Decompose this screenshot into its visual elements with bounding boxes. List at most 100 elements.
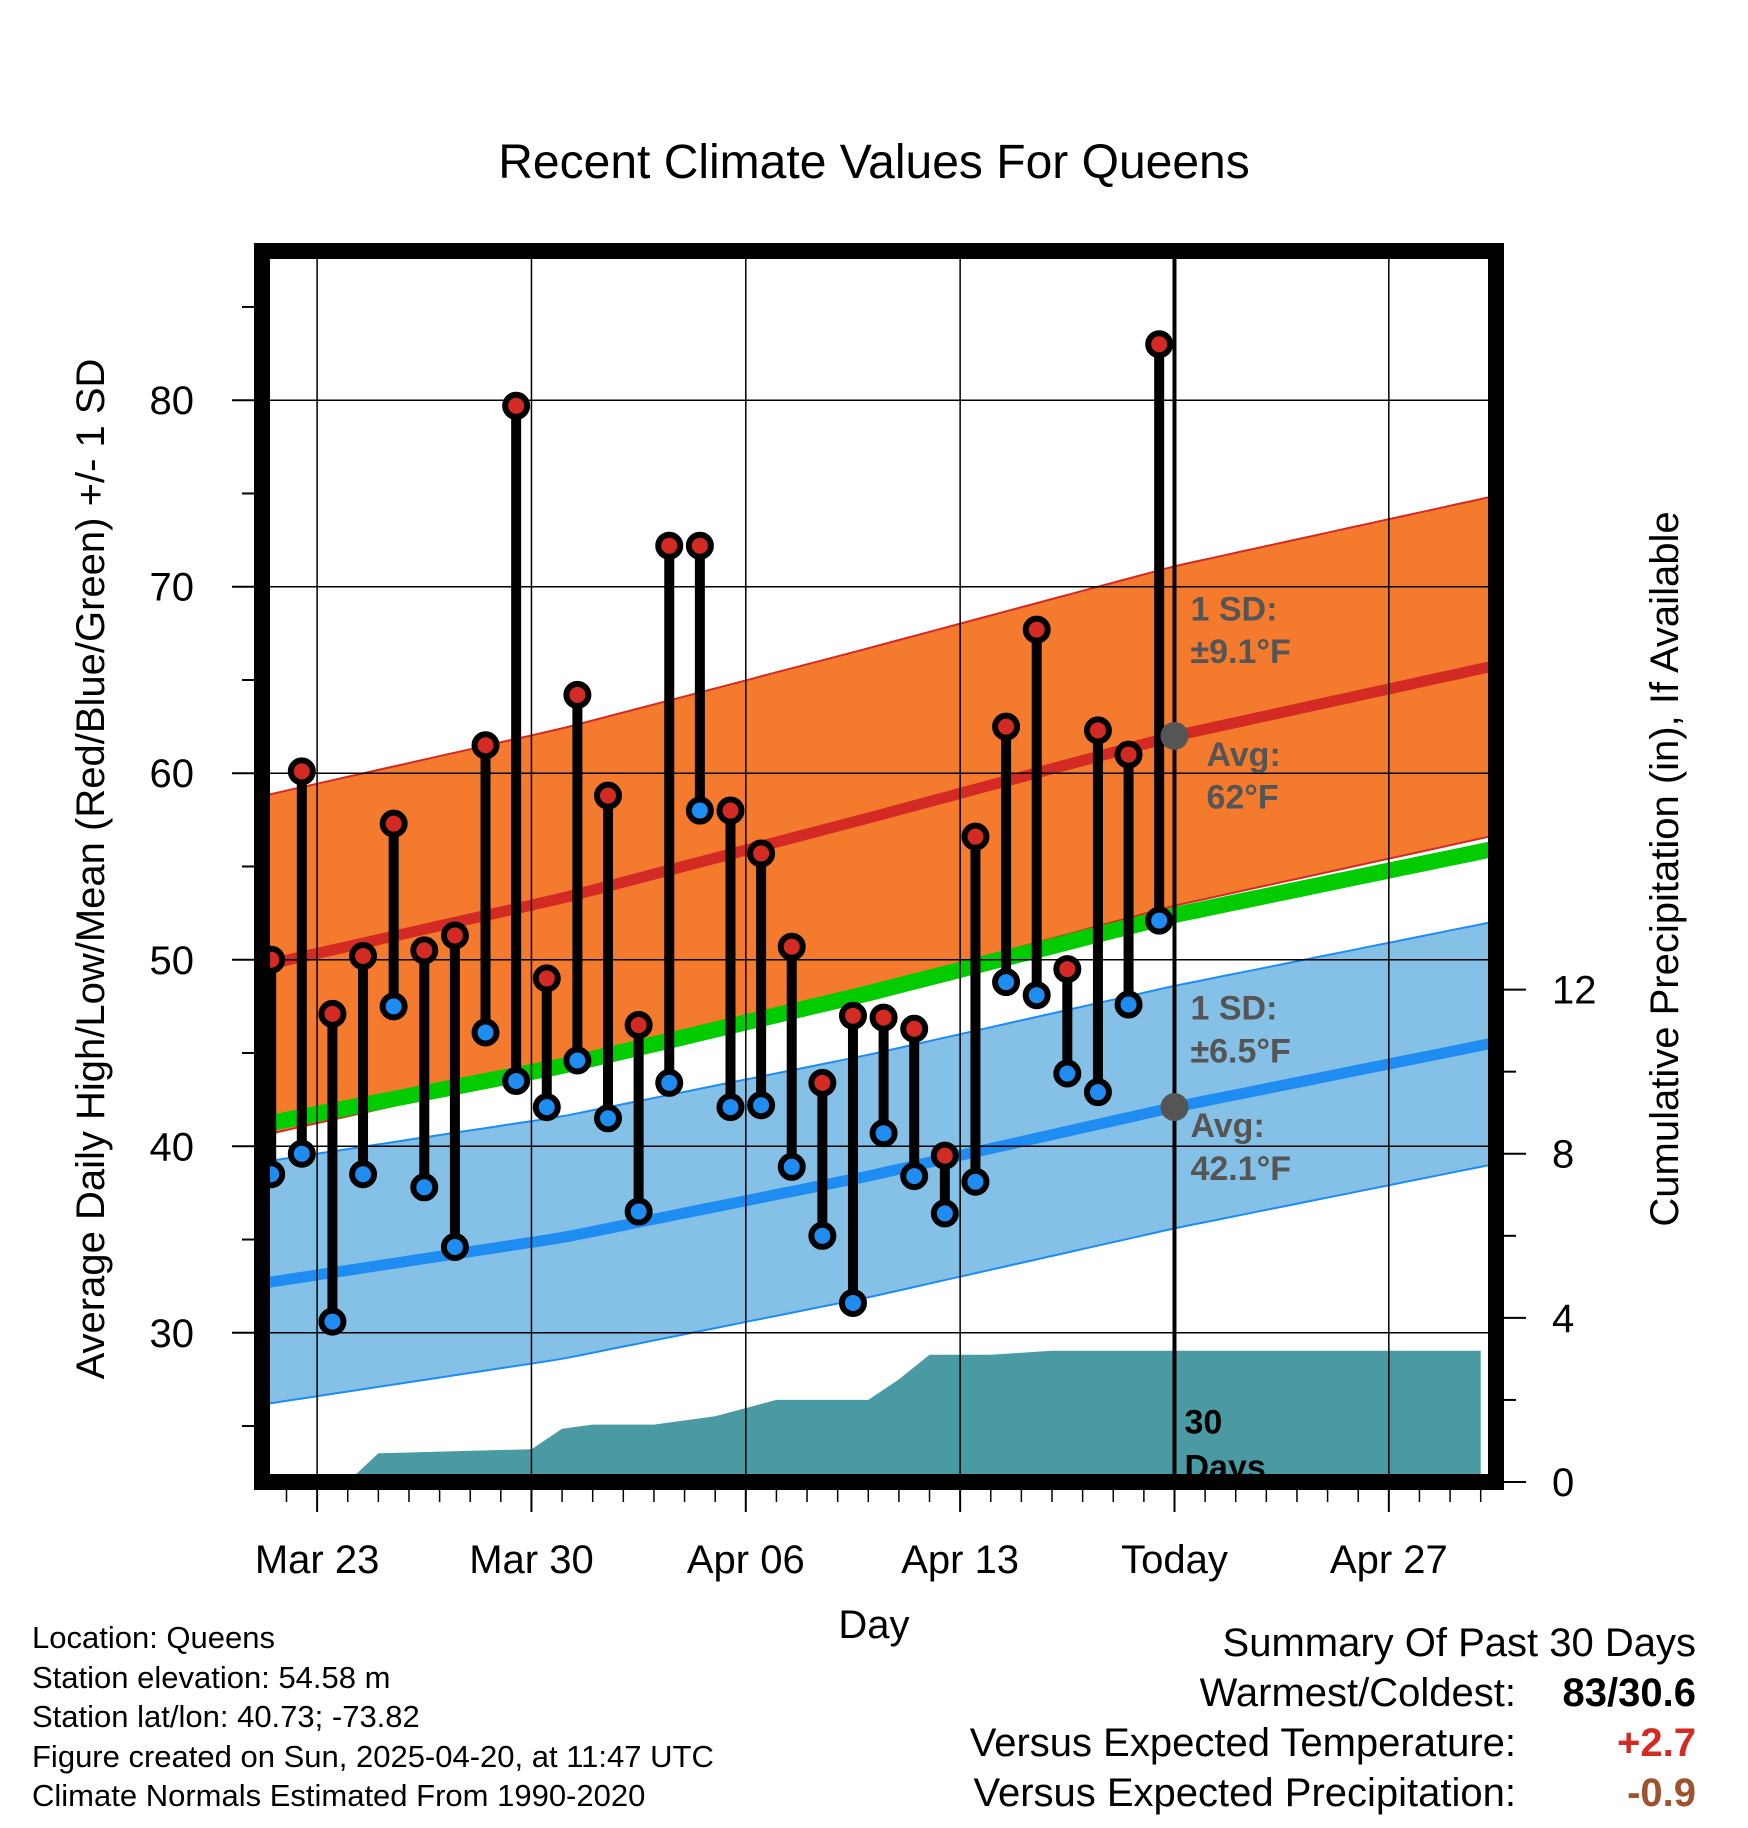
y2-tick-label: 0	[1552, 1461, 1574, 1505]
mean-normal-line	[262, 840, 1496, 1133]
daily-high-point	[655, 531, 684, 560]
y-tick-label: 70	[150, 566, 195, 610]
daily-low-point	[410, 1173, 439, 1202]
low-sd-value: ±6.5°F	[1190, 1032, 1290, 1070]
y-axis-label: Average Daily High/Low/Mean (Red/Blue/Gr…	[69, 359, 113, 1380]
daily-low-point	[349, 1160, 378, 1189]
daily-low-point	[287, 1139, 316, 1168]
x-tick-label: Mar 30	[469, 1538, 594, 1582]
station-info: Location: Queens Station elevation: 54.5…	[32, 1618, 714, 1816]
warmest-value: 83/30.6	[1562, 1671, 1696, 1715]
daily-low-point	[1022, 981, 1051, 1010]
daily-high-point	[563, 680, 592, 709]
daily-low-point	[685, 796, 714, 825]
daily-low-point	[808, 1221, 837, 1250]
daily-low-point	[532, 1093, 561, 1122]
daily-high-point	[1022, 615, 1051, 644]
high-sd-label: 1 SD:	[1190, 590, 1277, 628]
daily-high-point	[869, 1003, 898, 1032]
daily-low-point	[563, 1046, 592, 1075]
x-axis-label: Day	[838, 1603, 909, 1647]
daily-high-point	[318, 999, 347, 1028]
summary-warmest-row: Warmest/Coldest: 83/30.6	[970, 1668, 1696, 1718]
daily-high-point	[900, 1014, 929, 1043]
high-sd-value: ±9.1°F	[1190, 633, 1290, 671]
today-high-avg-marker	[1160, 721, 1189, 750]
daily-low-point	[502, 1066, 531, 1095]
x-tick-label: Mar 23	[255, 1538, 380, 1582]
elevation-text: Station elevation: 54.58 m	[32, 1659, 391, 1695]
daily-low-point	[440, 1232, 469, 1261]
location-text: Location: Queens	[32, 1620, 276, 1655]
y2-tick-label: 4	[1552, 1297, 1574, 1341]
y-tick-label: 50	[150, 939, 195, 983]
created-text: Figure created on Sun, 2025-04-20, at 11…	[32, 1738, 714, 1774]
high-avg-value: 62°F	[1206, 779, 1278, 817]
daily-high-point	[777, 932, 806, 961]
summary-precip-row: Versus Expected Precipitation: -0.9	[970, 1768, 1696, 1818]
daily-high-point	[1145, 330, 1174, 359]
low-avg-label: Avg:	[1190, 1107, 1264, 1145]
daily-high-point	[471, 731, 500, 760]
daily-low-point	[594, 1104, 623, 1133]
latlon-text: Station lat/lon: 40.73; -73.82	[32, 1699, 420, 1734]
x-tick-label: Today	[1121, 1538, 1228, 1582]
today-low-avg-marker	[1160, 1093, 1189, 1122]
x-tick-label: Apr 06	[687, 1538, 805, 1582]
daily-high-point	[594, 781, 623, 810]
low-sd-band	[262, 920, 1496, 1406]
daily-high-point	[287, 757, 316, 786]
high-avg-label: Avg:	[1206, 736, 1280, 774]
daily-low-point	[1145, 906, 1174, 935]
temp-value: +2.7	[1617, 1721, 1696, 1765]
low-sd-label: 1 SD:	[1190, 989, 1277, 1027]
daily-high-point	[930, 1141, 959, 1170]
daily-high-point	[961, 822, 990, 851]
precipitation-area	[347, 1350, 1481, 1482]
daily-low-point	[471, 1018, 500, 1047]
daily-low-point	[992, 968, 1021, 997]
chart-title: Recent Climate Values For Queens	[498, 136, 1249, 189]
daily-high-point	[992, 712, 1021, 741]
plot-frame	[254, 243, 1504, 1490]
precip-value: -0.9	[1627, 1771, 1696, 1815]
daily-high-point	[379, 809, 408, 838]
daily-low-point	[747, 1091, 776, 1120]
daily-high-point	[624, 1011, 653, 1040]
daily-high-point	[1083, 716, 1112, 745]
temp-label: Versus Expected Temperature:	[969, 1721, 1516, 1765]
daily-low-point	[1053, 1059, 1082, 1088]
y2-tick-label: 8	[1552, 1133, 1574, 1177]
low-normal-line	[262, 1037, 1496, 1289]
daily-high-point	[502, 391, 531, 420]
daily-low-point	[869, 1119, 898, 1148]
plot-inner	[262, 251, 1496, 1482]
daily-low-point	[655, 1068, 684, 1097]
y2-tick-label: 12	[1552, 969, 1597, 1013]
y-tick-label: 80	[150, 379, 195, 423]
precip-label: Versus Expected Precipitation:	[973, 1771, 1516, 1815]
daily-high-point	[349, 942, 378, 971]
y2-axis-label: Cumulative Precipitation (in), If Availa…	[1643, 511, 1687, 1226]
daily-high-point	[716, 796, 745, 825]
daily-low-point	[379, 992, 408, 1021]
y-tick-label: 30	[150, 1312, 195, 1356]
daily-low-point	[900, 1162, 929, 1191]
summary-title: Summary Of Past 30 Days	[1222, 1621, 1696, 1665]
daily-high-point	[1114, 740, 1143, 769]
daily-high-point	[747, 839, 776, 868]
daily-high-point	[532, 964, 561, 993]
daily-low-point	[961, 1167, 990, 1196]
high-normal-line	[262, 660, 1496, 972]
daily-low-point	[777, 1152, 806, 1181]
summary-panel: Summary Of Past 30 Days Warmest/Coldest:…	[970, 1618, 1696, 1818]
daily-high-point	[410, 936, 439, 965]
daily-high-point	[685, 531, 714, 560]
daily-low-point	[1114, 990, 1143, 1019]
daily-high-point	[440, 921, 469, 950]
x-tick-label: Apr 27	[1330, 1538, 1448, 1582]
y-tick-label: 60	[150, 752, 195, 796]
daily-low-point	[318, 1307, 347, 1336]
daily-low-point	[716, 1093, 745, 1122]
